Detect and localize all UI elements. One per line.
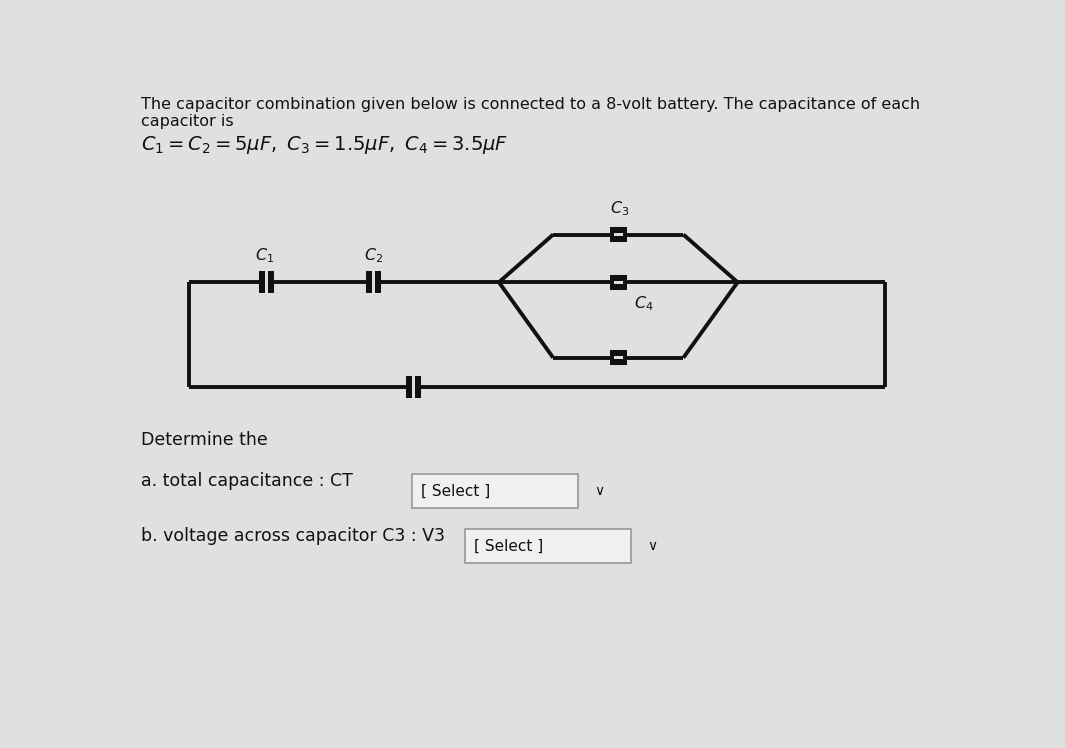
Text: b. voltage across capacitor C3 : V3: b. voltage across capacitor C3 : V3: [141, 527, 445, 545]
Text: $C_4$: $C_4$: [634, 294, 654, 313]
FancyBboxPatch shape: [412, 474, 578, 508]
Text: $C_3$: $C_3$: [610, 199, 629, 218]
Text: Determine the: Determine the: [141, 431, 267, 449]
Text: The capacitor combination given below is connected to a 8-volt battery. The capa: The capacitor combination given below is…: [141, 97, 920, 112]
Text: $C_1$: $C_1$: [256, 247, 275, 266]
Text: a. total capacitance : CT: a. total capacitance : CT: [141, 472, 353, 490]
FancyBboxPatch shape: [464, 530, 630, 563]
Text: [ Select ]: [ Select ]: [474, 539, 543, 554]
Text: $C_1 = C_2 = 5\mu F,\ C_3 = 1.5\mu F,\ C_4 = 3.5\mu F$: $C_1 = C_2 = 5\mu F,\ C_3 = 1.5\mu F,\ C…: [141, 135, 508, 156]
Text: [ Select ]: [ Select ]: [422, 483, 491, 498]
Text: capacitor is: capacitor is: [141, 114, 233, 129]
Text: $C_2$: $C_2$: [364, 247, 383, 266]
Text: ∨: ∨: [648, 539, 657, 554]
Text: ∨: ∨: [594, 484, 605, 498]
